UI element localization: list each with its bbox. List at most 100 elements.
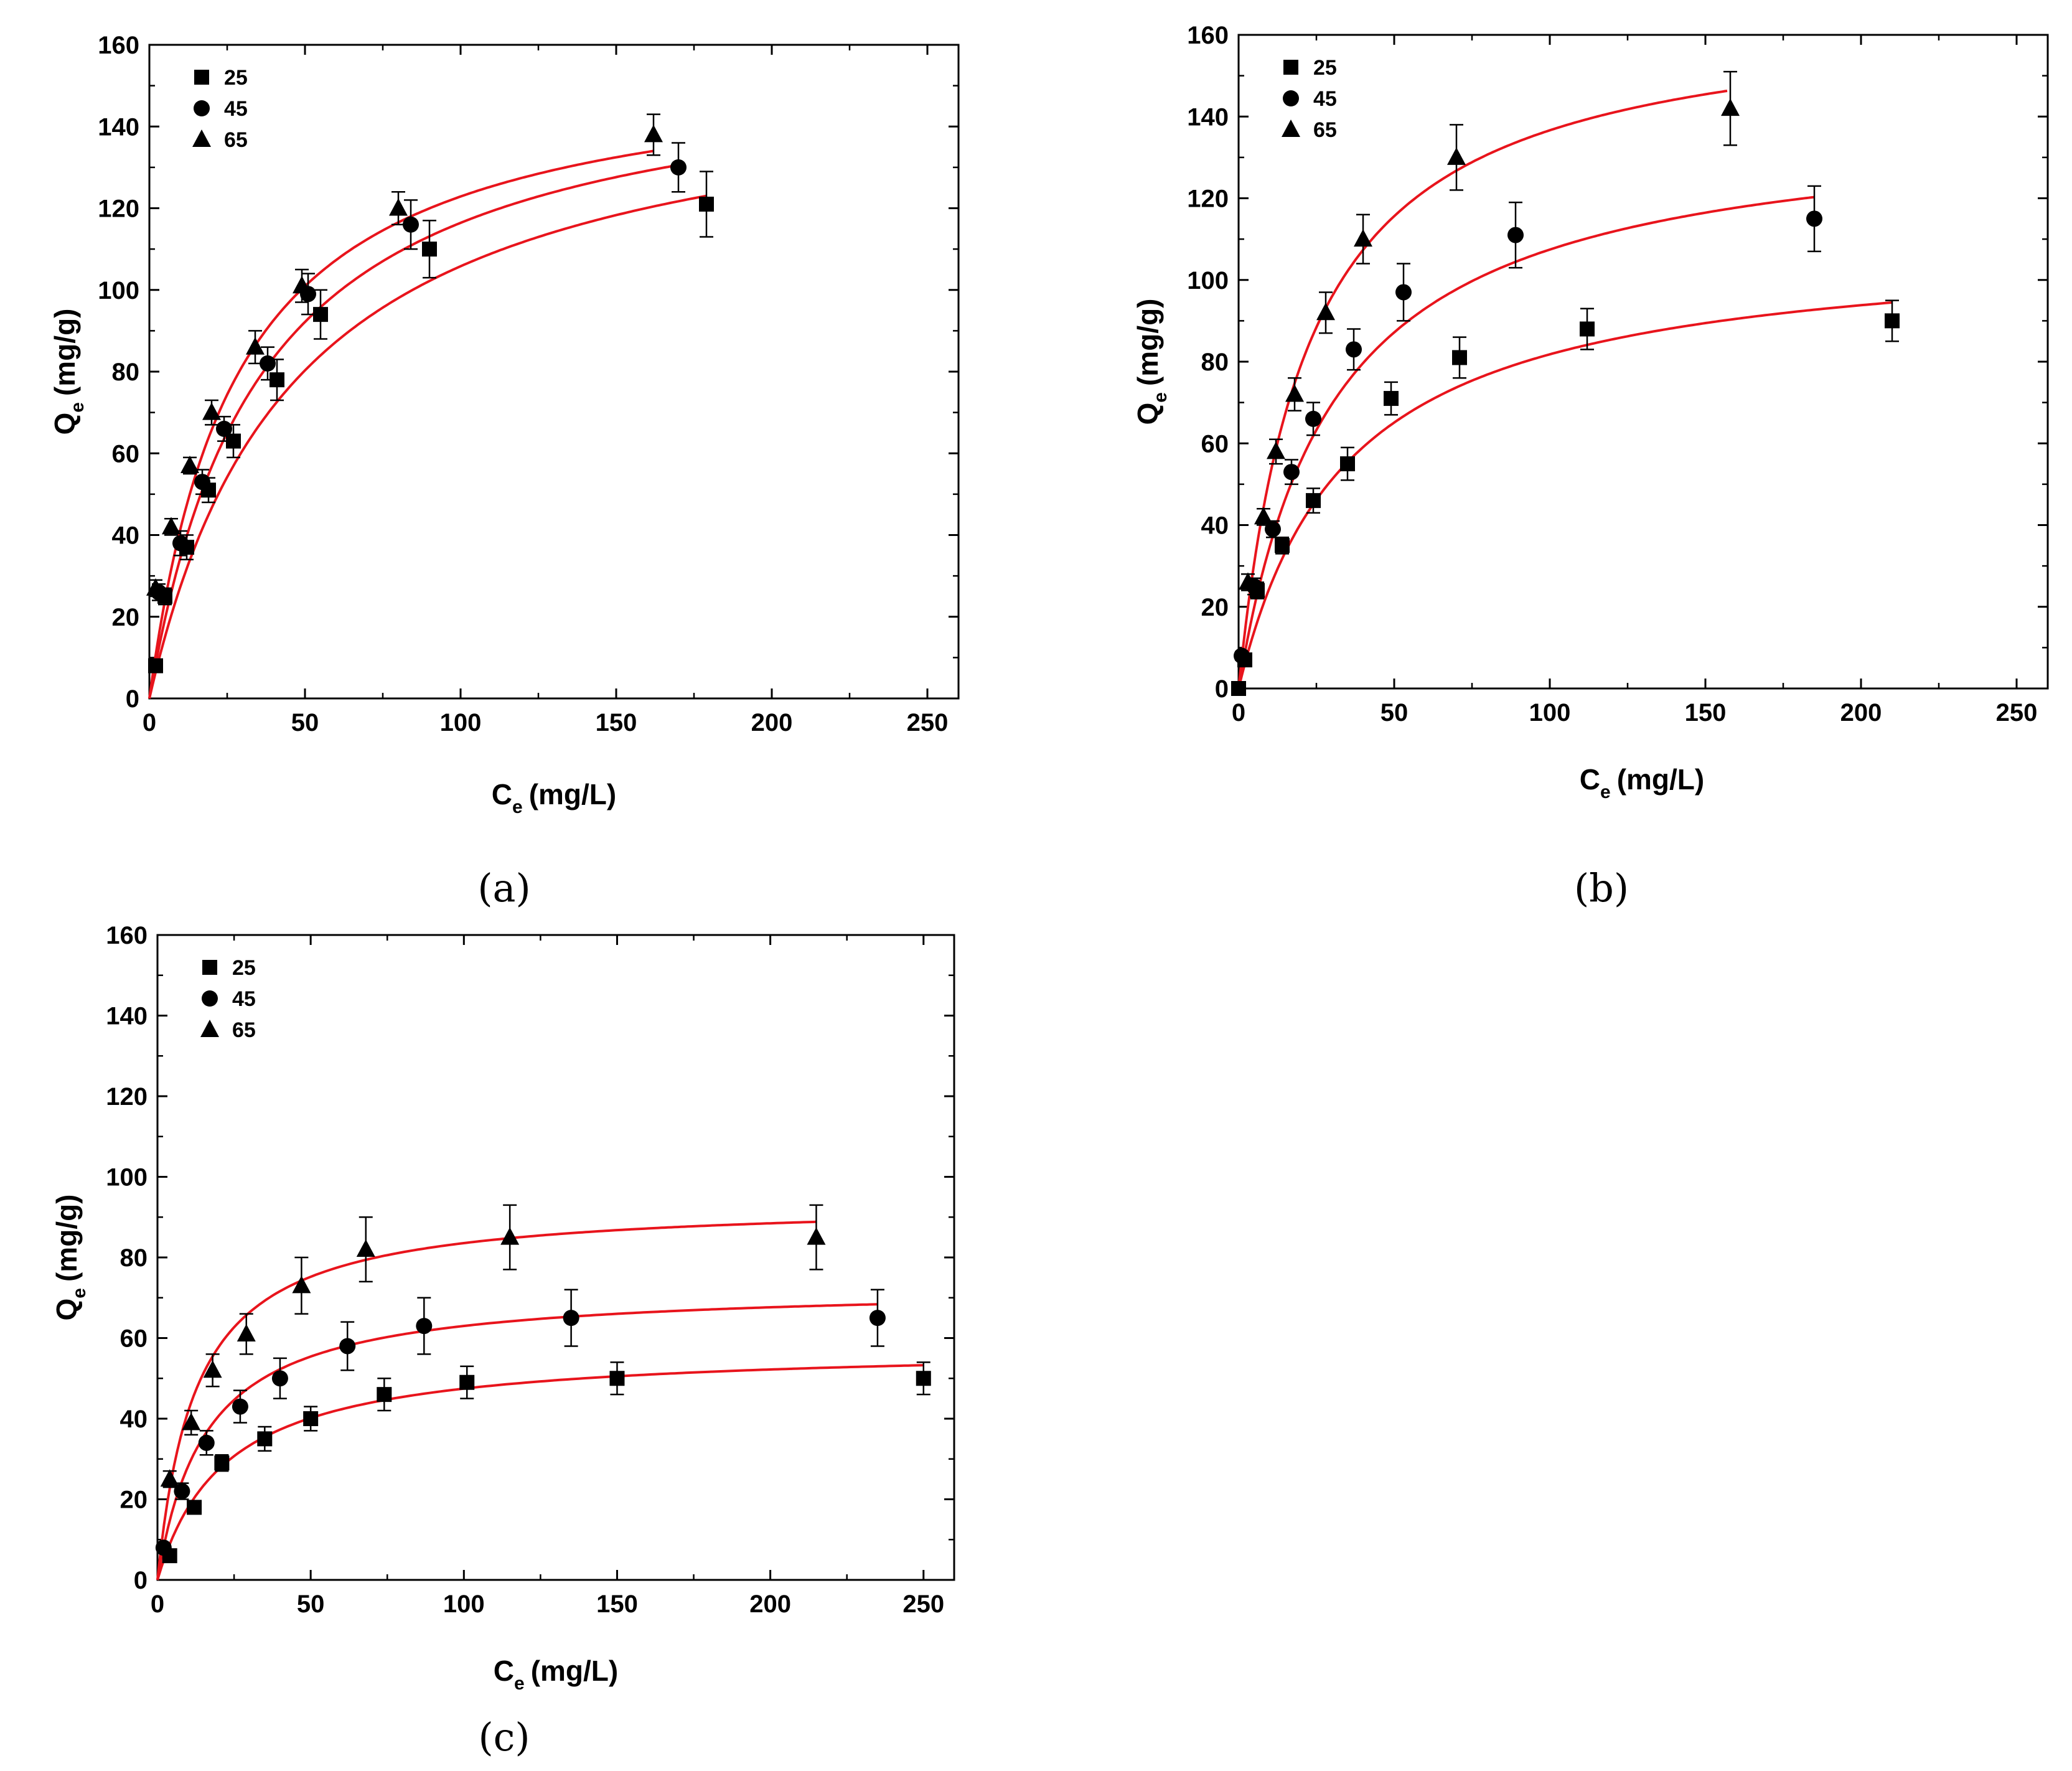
plot-area: 0 50 100 150 200 250 0 20 40 60 80 100 120 140 160 25 45…: [106, 922, 955, 1618]
data-point-65: [1254, 507, 1273, 525]
data-point-45: [232, 1398, 248, 1415]
data-point-25: [1885, 313, 1900, 329]
fit-curve-25: [1237, 301, 1893, 689]
y-tick-label: 160: [1187, 22, 1229, 49]
y-tick-label: 100: [98, 277, 139, 304]
x-tick-label: 50: [297, 1590, 324, 1618]
legend-marker-25: [194, 70, 209, 85]
legend-label: 45: [224, 97, 248, 121]
data-point-45: [403, 216, 419, 233]
data-point-45: [172, 535, 189, 552]
x-tick-label: 100: [440, 709, 482, 736]
data-point-25: [313, 307, 328, 322]
data-point-45: [198, 1434, 215, 1451]
x-tick-label: 150: [596, 709, 637, 736]
y-tick-label: 0: [126, 685, 139, 713]
data-point-65: [1267, 441, 1285, 459]
y-tick-label: 100: [1187, 267, 1229, 294]
y-tick-label: 160: [106, 922, 148, 949]
data-point-65: [1285, 384, 1304, 402]
plot-frame: [156, 934, 955, 1581]
data-point-45: [174, 1483, 190, 1500]
legend-marker-45: [202, 990, 218, 1007]
data-point-25: [377, 1387, 392, 1402]
data-point-65: [1447, 147, 1466, 165]
fit-curve-45: [156, 1303, 878, 1581]
legend-label: 25: [1313, 56, 1337, 80]
y-tick-label: 20: [112, 604, 140, 631]
data-point-45: [155, 1539, 172, 1556]
legend: 25 45 65: [200, 956, 256, 1042]
fit-curve-25: [148, 194, 707, 699]
x-tick-label: 0: [143, 709, 156, 736]
data-point-25: [148, 658, 163, 674]
data-point-45: [1283, 464, 1300, 481]
data-point-65: [162, 517, 180, 535]
legend-label: 65: [224, 128, 248, 152]
legend-label: 65: [1313, 118, 1337, 142]
data-point-25: [1340, 456, 1355, 472]
x-tick-label: 0: [151, 1590, 164, 1618]
y-tick-label: 60: [1201, 430, 1229, 458]
data-point-65: [160, 1469, 179, 1487]
legend: 25 45 65: [1282, 56, 1337, 142]
data-point-25: [1275, 538, 1290, 553]
data-point-25: [459, 1374, 475, 1390]
data-point-45: [1346, 341, 1362, 358]
data-point-45: [216, 420, 232, 437]
y-axis-label: Qe(mg/g): [49, 309, 88, 435]
chart-panel-b: 0 50 100 150 200 250 0 20 40 60 80 100 120 140 160 25 45…: [1132, 22, 2049, 802]
y-tick-label: 120: [98, 195, 139, 223]
x-tick-label: 200: [1840, 699, 1882, 726]
data-point-25: [699, 196, 714, 212]
y-tick-label: 60: [120, 1325, 148, 1353]
data-point-65: [182, 1412, 201, 1430]
fit-curve-45: [1237, 195, 1815, 689]
y-tick-label: 40: [1201, 512, 1229, 540]
x-tick-label: 50: [291, 709, 319, 736]
y-tick-label: 140: [1187, 103, 1229, 131]
fit-curve-65: [1237, 90, 1728, 689]
y-tick-label: 20: [1201, 594, 1229, 621]
y-tick-label: 80: [120, 1244, 148, 1272]
y-tick-label: 120: [106, 1083, 148, 1111]
data-point-65: [202, 402, 221, 420]
legend-label: 45: [1313, 87, 1337, 111]
x-axis-label: Ce (mg/L): [494, 1655, 618, 1694]
panel-label-c: (c): [478, 1714, 530, 1760]
data-point-45: [194, 474, 210, 491]
legend-marker-65: [192, 129, 211, 147]
panel-label-a: (a): [477, 865, 530, 911]
x-tick-label: 150: [1685, 699, 1727, 726]
data-point-45: [260, 355, 276, 372]
legend-marker-25: [1283, 60, 1298, 75]
data-point-25: [1580, 321, 1595, 337]
y-tick-label: 160: [98, 32, 139, 59]
data-point-65: [1316, 303, 1335, 321]
data-point-65: [203, 1360, 222, 1378]
y-tick-label: 60: [112, 440, 140, 467]
legend: 25 45 65: [192, 66, 248, 152]
data-point-45: [1507, 227, 1524, 243]
data-point-65: [1239, 572, 1257, 590]
plot-area: 0 50 100 150 200 250 0 20 40 60 80 100 120 140 160 25 45…: [1187, 22, 2049, 726]
data-point-65: [146, 578, 165, 596]
y-tick-label: 0: [134, 1567, 148, 1594]
x-tick-label: 250: [1996, 699, 2038, 726]
data-point-65: [389, 198, 408, 216]
y-axis-label: Qe(mg/g): [1132, 299, 1171, 425]
data-point-45: [1395, 284, 1412, 301]
data-point-45: [1806, 210, 1822, 227]
data-point-65: [180, 455, 199, 473]
legend-label: 65: [232, 1018, 256, 1042]
y-tick-label: 140: [106, 1003, 148, 1030]
data-point-25: [1384, 391, 1399, 406]
data-point-25: [187, 1500, 202, 1515]
x-axis-label: Ce (mg/L): [492, 778, 616, 817]
chart-panel-c: 0 50 100 150 200 250 0 20 40 60 80 100 120 140 160 25 45…: [50, 922, 955, 1694]
legend-label: 25: [232, 956, 256, 980]
fit-curve-45: [148, 164, 679, 699]
y-tick-label: 80: [112, 359, 140, 386]
panel-label-b: (b): [1574, 865, 1629, 911]
